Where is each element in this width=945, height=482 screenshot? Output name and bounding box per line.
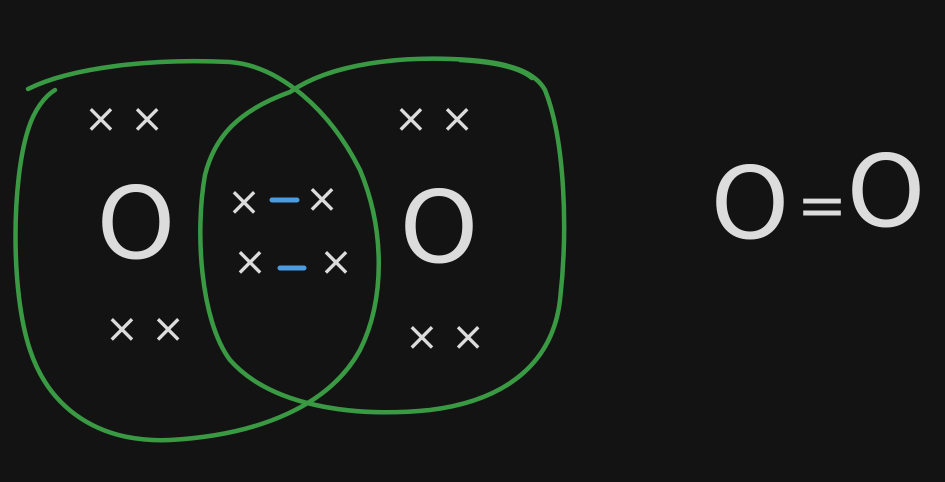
left-atom-symbol: O xyxy=(97,165,176,282)
left-atom-lone-pair-top: × × xyxy=(84,96,164,142)
left-atom-lone-pair-bottom: × × xyxy=(105,306,185,352)
right-atom-lone-pair-bottom: × × xyxy=(405,314,485,360)
bond-2-left-electron: × xyxy=(233,239,267,285)
right-atom-shell xyxy=(198,56,567,415)
formula-left-atom: O xyxy=(711,145,790,262)
right-atom-symbol: O xyxy=(400,169,479,286)
formula-double-bond: = xyxy=(797,171,847,241)
bond-1-left-electron: × xyxy=(227,179,261,225)
right-atom-shell-stroke-overlap xyxy=(457,57,535,81)
right-atom-lone-pair-top: × × xyxy=(394,96,474,142)
formula-right-atom: O xyxy=(847,133,926,250)
bond-2-right-electron: × xyxy=(319,239,353,285)
left-atom-shell xyxy=(13,58,381,443)
bond-1-right-electron: × xyxy=(305,176,339,222)
